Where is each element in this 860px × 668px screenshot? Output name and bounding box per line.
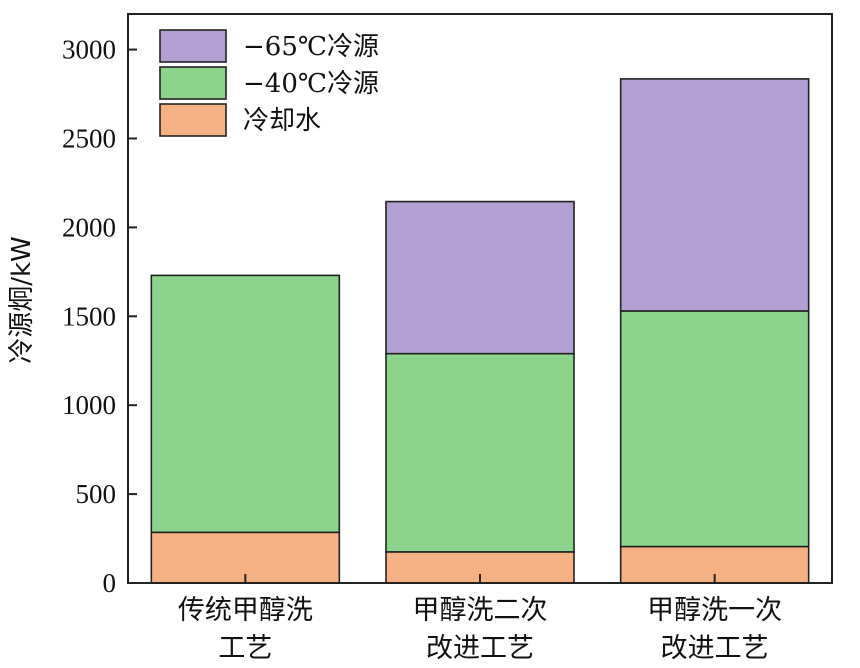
bar-segment-2-3 (385, 200, 575, 355)
y-axis-title: 冷源炯/kW (7, 236, 37, 364)
bar-segment-3-2 (619, 310, 810, 548)
legend-label: 冷却水 (243, 106, 321, 136)
y-tick-label: 2000 (62, 212, 116, 242)
x-category-label: 甲醇洗一次 (647, 595, 782, 626)
y-tick-label: 2500 (62, 123, 116, 153)
legend-label: −40℃冷源 (243, 69, 379, 99)
bars-layer (150, 78, 810, 584)
x-category-label: 改进工艺 (426, 633, 534, 664)
bar-segment-1-2 (150, 274, 341, 534)
y-tick-label: 3000 (62, 35, 116, 65)
x-category-label: 甲醇洗二次 (413, 595, 548, 626)
bar-segment-2-2 (385, 352, 575, 553)
y-tick-label: 1000 (62, 390, 116, 420)
bar-segment-3-3 (619, 78, 810, 312)
legend-swatch (159, 66, 227, 100)
y-tick-label: 1500 (62, 301, 116, 331)
legend-label: −65℃冷源 (243, 32, 379, 62)
legend-swatch (159, 103, 227, 137)
y-tick-label: 500 (76, 479, 117, 509)
y-tick-label: 0 (103, 568, 117, 598)
x-category-label: 改进工艺 (661, 633, 769, 664)
x-category-label: 工艺 (218, 633, 272, 664)
x-category-label: 传统甲醇洗 (178, 595, 313, 626)
y-axis-ticks: 0 500 1000 1500 2000 2500 3000 (62, 35, 137, 598)
legend-swatch (159, 29, 227, 63)
